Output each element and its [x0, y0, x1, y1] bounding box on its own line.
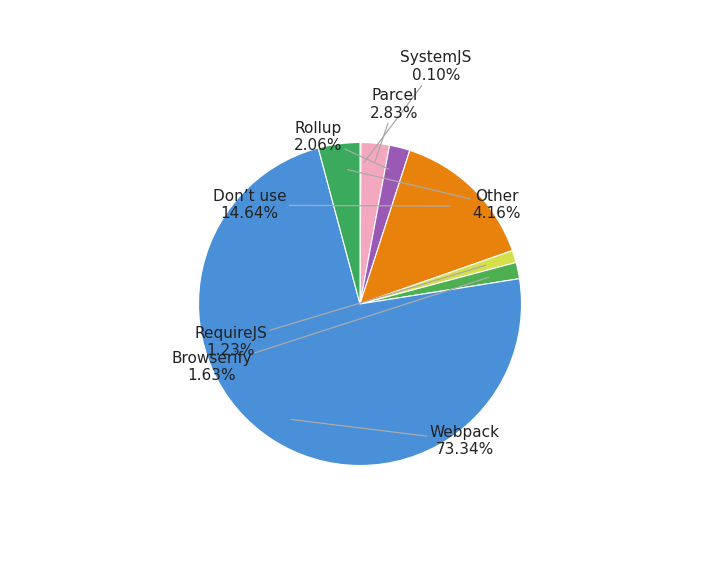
Wedge shape — [360, 145, 410, 304]
Text: SystemJS
0.10%: SystemJS 0.10% — [364, 50, 472, 163]
Text: RequireJS
1.23%: RequireJS 1.23% — [194, 266, 485, 358]
Wedge shape — [360, 142, 361, 304]
Wedge shape — [360, 150, 513, 304]
Text: Browserify
1.63%: Browserify 1.63% — [171, 278, 489, 383]
Wedge shape — [360, 262, 520, 304]
Wedge shape — [199, 148, 521, 466]
Text: Other
4.16%: Other 4.16% — [348, 170, 521, 221]
Wedge shape — [360, 251, 516, 304]
Text: Webpack
73.34%: Webpack 73.34% — [291, 420, 500, 457]
Text: Rollup
2.06%: Rollup 2.06% — [294, 121, 389, 169]
Wedge shape — [318, 142, 360, 304]
Text: Parcel
2.83%: Parcel 2.83% — [370, 88, 418, 162]
Text: Don’t use
14.64%: Don’t use 14.64% — [213, 189, 450, 221]
Wedge shape — [360, 142, 390, 304]
